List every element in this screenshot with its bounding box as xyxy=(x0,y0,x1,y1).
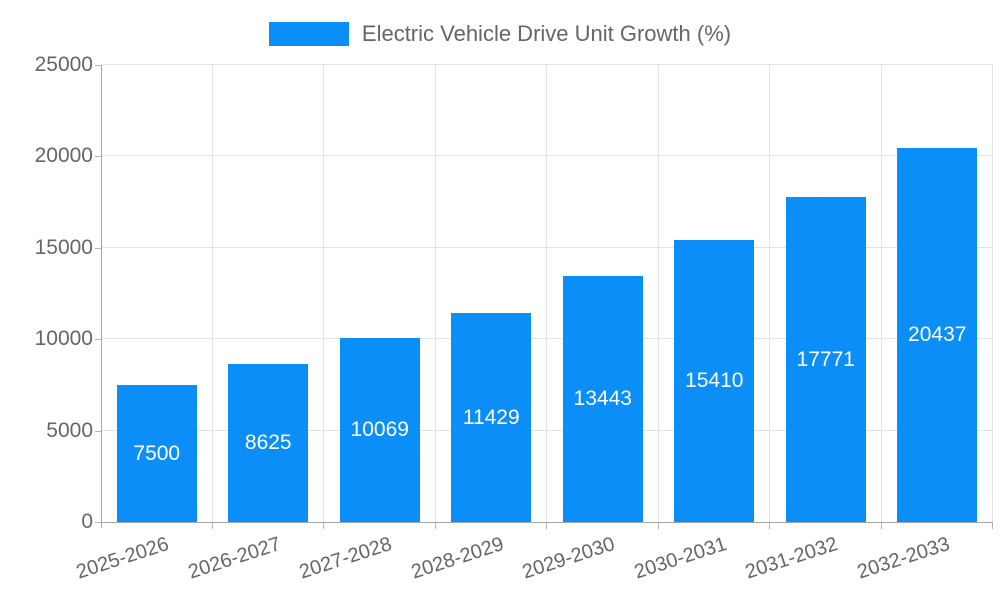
bar-value-label: 17771 xyxy=(796,347,855,371)
bar[interactable]: 20437 xyxy=(897,148,978,522)
x-tick-label: 2025-2026 xyxy=(73,533,172,584)
x-tick-label: 2032-2033 xyxy=(854,533,953,584)
bar[interactable]: 15410 xyxy=(674,240,755,522)
y-gridline xyxy=(101,246,993,248)
x-tick-label: 2030-2031 xyxy=(631,533,730,584)
bar[interactable]: 7500 xyxy=(116,385,197,522)
x-tick-label: 2026-2027 xyxy=(185,533,284,584)
y-tick-label: 25000 xyxy=(34,53,93,76)
y-tick-mark xyxy=(95,65,101,66)
y-tick-label: 15000 xyxy=(34,235,93,259)
y-tick-mark xyxy=(95,430,101,432)
y-gridline xyxy=(101,64,993,65)
y-gridline xyxy=(101,338,993,340)
x-gridline xyxy=(657,65,659,522)
y-tick-mark xyxy=(95,247,101,249)
x-axis-line xyxy=(101,522,993,523)
x-tick-label: 2028-2029 xyxy=(408,533,507,584)
x-tick-label: 2029-2030 xyxy=(519,533,618,584)
y-tick-label: 10000 xyxy=(34,327,93,351)
y-tick-mark xyxy=(95,156,101,158)
y-tick-label: 5000 xyxy=(46,418,93,442)
bar[interactable]: 10069 xyxy=(339,338,420,522)
bar-value-label: 11429 xyxy=(462,405,520,429)
x-tick-mark xyxy=(323,523,324,529)
x-gridline xyxy=(992,65,993,522)
x-tick-label: 2031-2032 xyxy=(742,533,841,584)
bar-value-label: 20437 xyxy=(908,323,967,346)
legend-label: Electric Vehicle Drive Unit Growth (%) xyxy=(361,21,732,46)
x-tick-mark xyxy=(211,523,213,529)
y-tick-mark xyxy=(95,339,101,341)
bar-value-label: 13443 xyxy=(573,387,632,410)
legend-swatch[interactable] xyxy=(268,22,349,46)
bar-value-label: 8625 xyxy=(244,431,292,454)
x-gridline xyxy=(211,65,213,522)
bar[interactable]: 11429 xyxy=(451,313,532,522)
bar[interactable]: 17771 xyxy=(785,197,866,522)
bar[interactable]: 13443 xyxy=(562,276,643,522)
x-tick-mark xyxy=(769,523,770,529)
x-tick-mark xyxy=(880,523,882,529)
bar-value-label: 7500 xyxy=(133,441,181,465)
y-tick-label: 0 xyxy=(81,510,93,533)
x-gridline xyxy=(323,65,324,522)
bar[interactable]: 8625 xyxy=(228,364,309,522)
x-gridline xyxy=(434,65,436,522)
x-gridline xyxy=(546,65,547,522)
y-tick-mark xyxy=(95,522,101,523)
x-tick-mark xyxy=(657,523,659,529)
y-gridline xyxy=(101,429,993,431)
bar-value-label: 15410 xyxy=(685,369,744,392)
x-tick-label: 2027-2028 xyxy=(296,533,395,584)
x-tick-mark xyxy=(434,523,436,529)
x-gridline xyxy=(769,65,770,522)
x-gridline xyxy=(880,65,882,522)
y-tick-label: 20000 xyxy=(34,144,93,168)
x-tick-mark xyxy=(992,523,993,529)
x-tick-mark xyxy=(546,523,547,529)
bar-value-label: 10069 xyxy=(350,418,409,441)
plot-area: 7500 8625 10069 11429 13443 15410 17771 20437 xyxy=(101,64,993,522)
y-axis-line xyxy=(101,65,102,528)
y-gridline xyxy=(101,155,993,157)
chart-legend[interactable]: Electric Vehicle Drive Unit Growth (%) xyxy=(0,22,1000,46)
